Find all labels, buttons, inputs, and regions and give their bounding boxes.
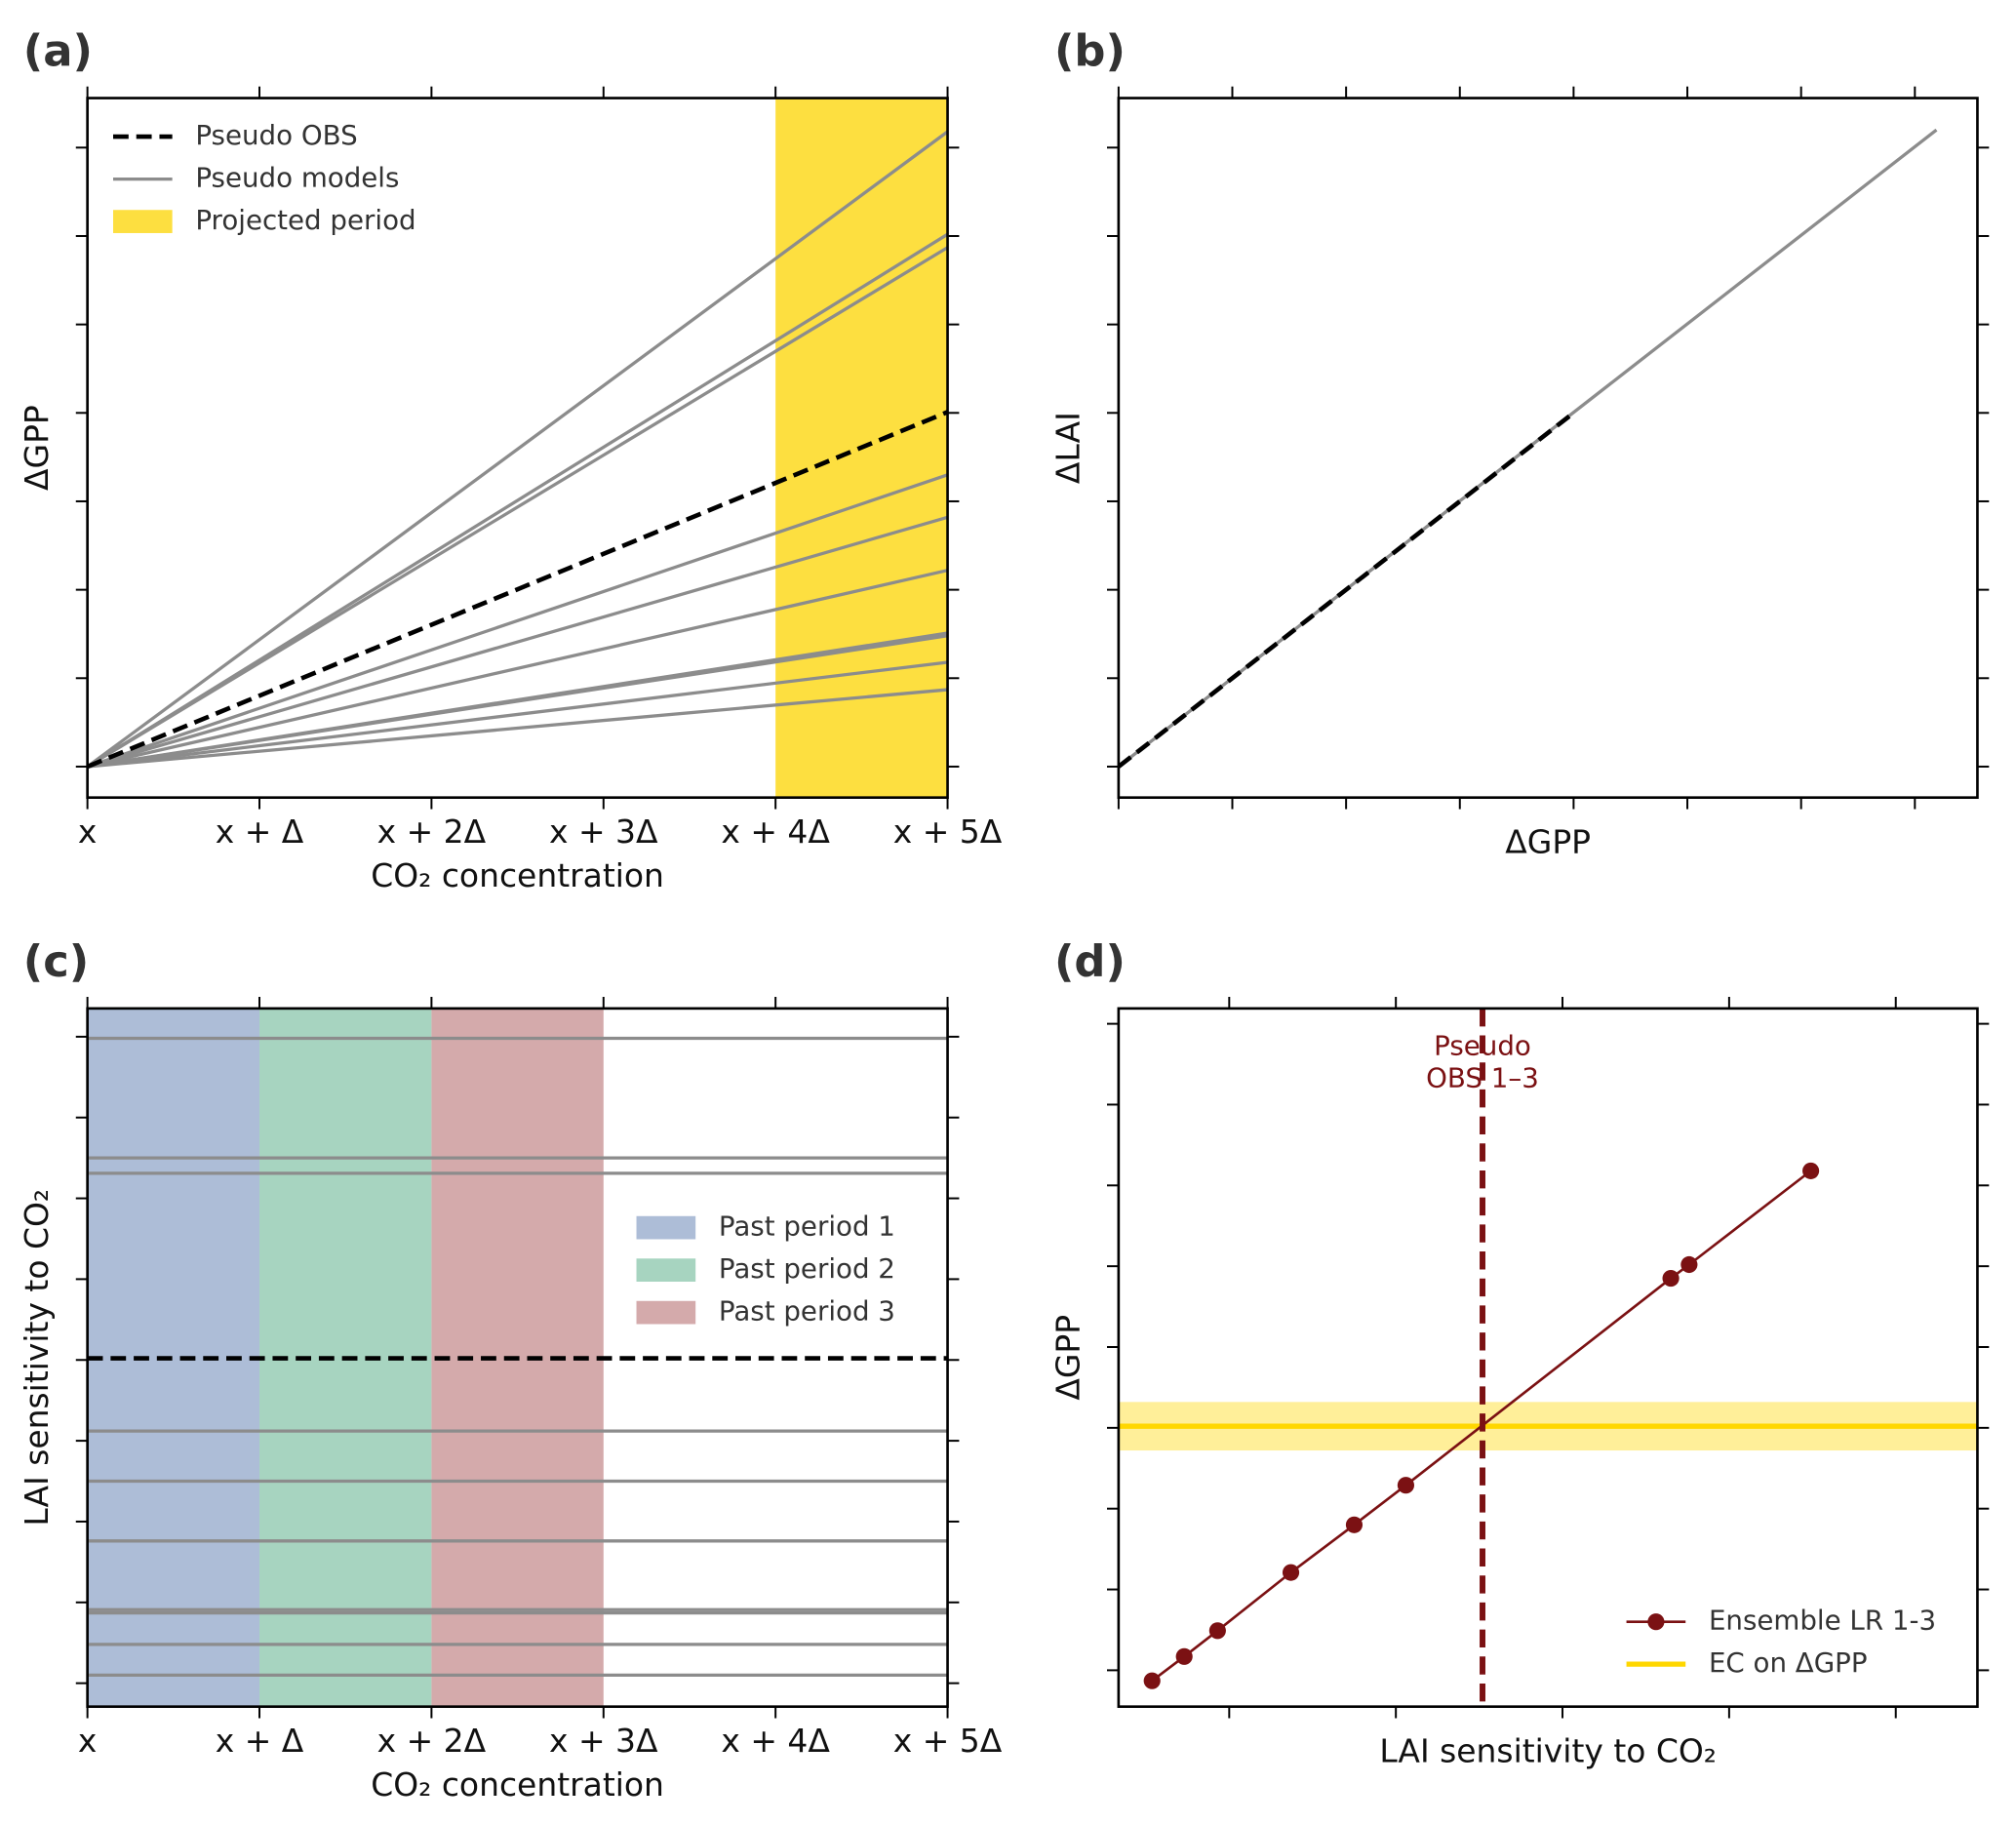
model-line [87, 688, 948, 769]
x-tick-label: x + 5Δ [893, 813, 1003, 851]
ensemble-point [1345, 1516, 1364, 1533]
y-axis-label: LAI sensitivity to CO₂ [18, 1189, 56, 1527]
model-line [87, 569, 948, 769]
legend-swatch [636, 1300, 696, 1325]
x-tick-label: x + Δ [216, 1722, 304, 1760]
legend: Pseudo OBS Pseudo models Projected period [113, 119, 416, 236]
legend: Past period 1 Past period 2 Past period 3 [636, 1210, 895, 1328]
y-axis-label: ΔGPP [1048, 1315, 1087, 1401]
x-tick-label: x + 3Δ [549, 1722, 658, 1760]
obs-annotation: OBS 1–3 [1426, 1061, 1539, 1093]
model-line [86, 130, 949, 769]
model-line [86, 246, 949, 769]
model-line [87, 660, 948, 769]
ensemble-point [1397, 1477, 1414, 1494]
legend-label: Past period 1 [719, 1210, 895, 1243]
legend-swatch [636, 1258, 696, 1282]
legend-label: Past period 2 [719, 1252, 895, 1285]
ensemble-point [1282, 1564, 1300, 1581]
x-tick-label: x + 3Δ [549, 813, 658, 851]
legend-swatch [113, 210, 173, 233]
y-axis-label: ΔGPP [18, 405, 56, 491]
panel: (b) ΔGPP ΔLAI [1048, 25, 1990, 861]
ensemble-point [1143, 1672, 1161, 1689]
obs-line [1117, 410, 1576, 769]
panel-label: (c) [23, 935, 90, 987]
plot-frame [86, 1007, 949, 1708]
x-tick-label: x + 5Δ [893, 1722, 1003, 1760]
ensemble-point [1208, 1622, 1226, 1640]
plot-frame [86, 97, 949, 799]
x-tick-label: x [78, 813, 98, 851]
legend-label: Ensemble LR 1-3 [1709, 1605, 1936, 1637]
obs-annotation: Pseudo [1434, 1029, 1531, 1061]
ensemble-point [1662, 1270, 1680, 1288]
model-line [87, 473, 949, 769]
model-line [86, 232, 949, 769]
x-tick-label: x + 2Δ [377, 813, 487, 851]
x-tick-label: x + 4Δ [721, 813, 830, 851]
legend-label: Pseudo models [195, 162, 399, 194]
panel: (a) x x + Δ x + 2Δ x + 3Δ x + 4Δ x + 5Δ CO₂ con… [18, 25, 1003, 894]
legend-label: Pseudo OBS [195, 119, 357, 151]
x-axis-label: ΔGPP [1505, 823, 1591, 861]
x-tick-label: x + Δ [216, 813, 304, 851]
legend-swatch [1647, 1613, 1665, 1631]
legend-swatch [636, 1215, 696, 1240]
x-axis-label: LAI sensitivity to CO₂ [1379, 1732, 1717, 1770]
legend: Ensemble LR 1-3 EC on ΔGPP [1626, 1605, 1936, 1679]
x-tick-label: x + 4Δ [721, 1722, 830, 1760]
x-tick-label: x + 2Δ [377, 1722, 487, 1760]
plot-frame [1117, 97, 1979, 799]
legend-label: Past period 3 [719, 1295, 895, 1328]
y-axis-label: ΔLAI [1048, 412, 1087, 484]
model-line [87, 634, 948, 769]
ensemble-point [1175, 1647, 1193, 1665]
panel-label: (b) [1054, 25, 1126, 77]
legend-label: EC on ΔGPP [1709, 1646, 1868, 1679]
x-tick-label: x [78, 1722, 98, 1760]
model-line [87, 515, 949, 769]
legend-label: Projected period [195, 204, 415, 236]
ensemble-point [1802, 1162, 1820, 1179]
panel: (c) x x + Δ x + 2Δ x + 3Δ x + 4Δ x + 5Δ CO₂ con… [18, 935, 1003, 1804]
ensemble-point [1680, 1255, 1698, 1274]
panel-label: (d) [1054, 935, 1126, 987]
x-axis-label: CO₂ concentration [371, 856, 664, 894]
plot-frame [1117, 1007, 1979, 1708]
x-axis-label: CO₂ concentration [371, 1765, 664, 1804]
panel-label: (a) [23, 25, 93, 77]
obs-line [86, 410, 949, 770]
